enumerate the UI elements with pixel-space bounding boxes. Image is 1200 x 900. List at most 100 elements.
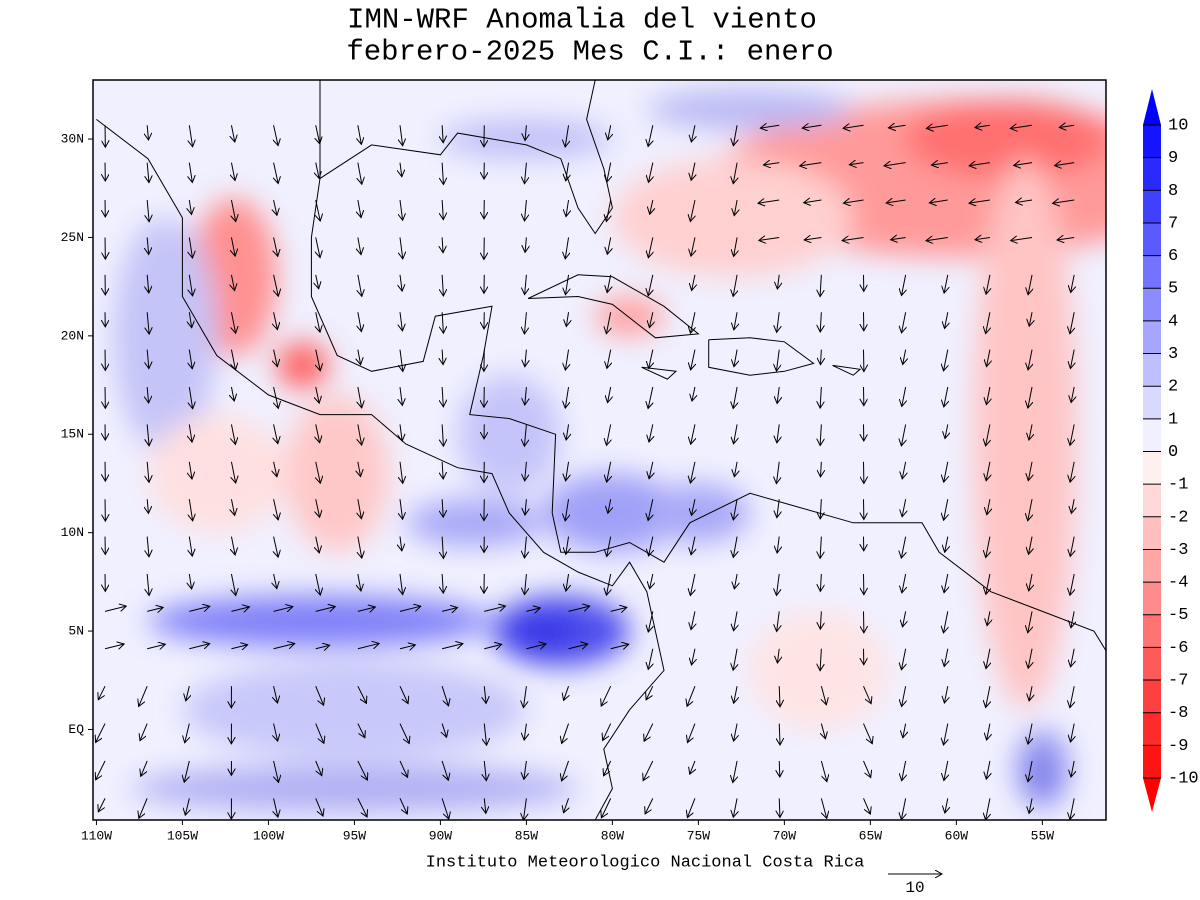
- wind-arrow: [884, 163, 906, 166]
- reference-label: 10: [905, 879, 924, 897]
- colorbar-label: -1: [1168, 476, 1188, 495]
- wind-arrow: [926, 125, 948, 128]
- wind-arrow: [358, 386, 362, 408]
- wind-arrow: [484, 644, 501, 648]
- wind-arrow: [690, 461, 695, 483]
- wind-arrow: [566, 424, 568, 440]
- wind-arrow: [1029, 312, 1032, 326]
- wind-arrow: [1071, 274, 1075, 293]
- anomaly-blob: [285, 394, 389, 553]
- wind-arrow: [357, 760, 368, 780]
- wind-arrow: [442, 424, 443, 446]
- wind-arrow: [524, 312, 526, 334]
- wind-arrow: [734, 312, 737, 330]
- wind-arrow: [358, 274, 362, 297]
- wind-arrow: [820, 274, 821, 297]
- wind-arrow: [484, 723, 486, 746]
- wind-arrow: [777, 536, 779, 553]
- wind-arrow: [734, 424, 738, 443]
- wind-arrow: [607, 461, 611, 482]
- wind-arrow: [802, 125, 822, 128]
- anomaly-blob: [509, 611, 579, 651]
- wind-arrow: [644, 723, 654, 742]
- wind-arrow: [944, 648, 948, 667]
- colorbar-label: 6: [1168, 247, 1178, 266]
- wind-arrow: [274, 274, 279, 296]
- colorbar-label: 5: [1168, 280, 1178, 299]
- wind-arrow: [189, 162, 192, 183]
- wind-arrow: [1028, 611, 1032, 632]
- wind-arrow: [1028, 648, 1032, 669]
- wind-arrow: [821, 686, 826, 705]
- wind-arrow: [777, 499, 779, 518]
- anomaly-blob: [457, 375, 561, 494]
- wind-arrow: [400, 573, 403, 595]
- wind-arrow: [1071, 760, 1074, 777]
- wind-arrow: [902, 461, 905, 479]
- wind-arrow: [733, 798, 737, 817]
- wind-arrow: [399, 760, 408, 777]
- wind-arrow: [442, 608, 457, 612]
- wind-arrow: [902, 499, 906, 517]
- wind-arrow: [800, 163, 822, 166]
- wind-arrow: [944, 386, 948, 407]
- wind-arrow: [104, 606, 126, 612]
- wind-arrow: [1070, 723, 1074, 742]
- wind-arrow: [975, 125, 990, 127]
- wind-arrow: [316, 125, 320, 144]
- wind-arrow: [399, 606, 421, 612]
- wind-arrow: [274, 349, 278, 367]
- wind-arrow: [315, 760, 322, 776]
- wind-arrow: [734, 573, 737, 589]
- wind-arrow: [316, 536, 320, 553]
- wind-arrow: [189, 312, 191, 327]
- wind-arrow: [606, 312, 610, 334]
- wind-arrow: [944, 349, 948, 371]
- wind-arrow: [315, 723, 324, 744]
- wind-arrow: [400, 424, 402, 441]
- wind-arrow: [863, 760, 870, 778]
- wind-arrow: [189, 125, 192, 146]
- wind-arrow: [358, 499, 362, 519]
- wind-arrow: [776, 461, 779, 484]
- wind-arrow: [525, 274, 527, 295]
- wind-arrow: [231, 573, 235, 596]
- wind-arrow: [943, 723, 947, 745]
- wind-arrow: [274, 162, 279, 184]
- wind-arrow: [358, 461, 361, 477]
- colorbar-triangle: [1143, 89, 1161, 125]
- wind-arrow: [442, 461, 443, 479]
- wind-arrow: [400, 386, 402, 405]
- lon-tick-label: 75W: [687, 828, 711, 843]
- colorbar-band: [1143, 712, 1161, 746]
- wind-arrow: [565, 349, 568, 371]
- wind-arrow: [358, 349, 361, 365]
- wind-arrow: [400, 274, 402, 291]
- wind-arrow: [648, 237, 652, 257]
- lon-tick-label: 105W: [167, 828, 198, 843]
- wind-arrow: [147, 162, 149, 183]
- wind-arrow: [763, 163, 780, 165]
- wind-arrow: [147, 274, 149, 293]
- wind-arrow: [442, 723, 446, 738]
- anomaly-blob: [182, 660, 527, 759]
- wind-arrow: [524, 723, 526, 741]
- wind-arrow: [691, 125, 695, 142]
- lon-tick-label: 90W: [429, 828, 453, 843]
- wind-arrow: [1029, 798, 1032, 813]
- wind-arrow: [525, 573, 527, 595]
- wind-arrow: [804, 200, 822, 203]
- wind-arrow: [649, 312, 652, 327]
- wind-arrow: [525, 499, 526, 515]
- wind-arrow: [776, 349, 779, 371]
- wind-arrow: [524, 424, 526, 446]
- wind-arrow: [944, 686, 947, 703]
- wind-arrow: [231, 312, 235, 333]
- wind-arrow: [566, 573, 569, 591]
- wind-arrow: [1016, 200, 1033, 202]
- colorbar-label: -10: [1168, 769, 1199, 788]
- wind-arrow: [687, 798, 696, 817]
- wind-arrow: [986, 648, 990, 669]
- anomaly-blob: [148, 414, 286, 533]
- wind-arrow: [231, 645, 247, 649]
